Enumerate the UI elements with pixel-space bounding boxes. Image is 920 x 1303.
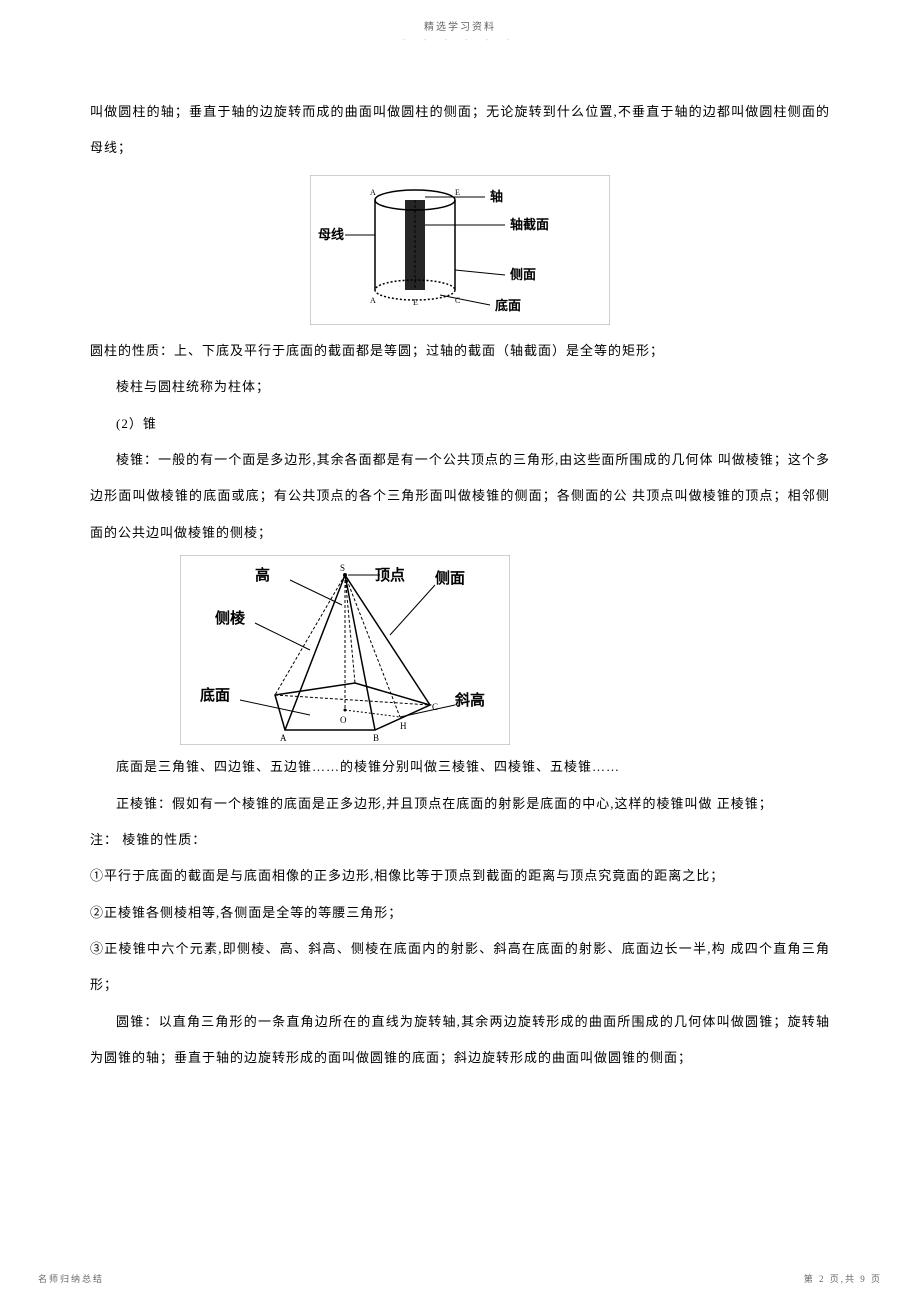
- paragraph-7: 正棱锥：假如有一个棱锥的底面是正多边形,并且顶点在底面的射影是底面的中心,这样的…: [90, 786, 830, 822]
- svg-text:斜高: 斜高: [454, 691, 485, 709]
- svg-text:底面: 底面: [200, 686, 230, 704]
- footer-right: 第 2 页,共 9 页: [804, 1272, 882, 1285]
- paragraph-4: (2）锥: [90, 406, 830, 442]
- header-title: 精选学习资料: [424, 22, 496, 33]
- cone-diagram: 高 顶点 侧面 侧棱 底面 斜高 S A B C O H: [180, 555, 510, 745]
- main-content: 叫做圆柱的轴；垂直于轴的边旋转而成的曲面叫做圆柱的侧面；无论旋转到什么位置,不垂…: [0, 44, 920, 1077]
- paragraph-9: ①平行于底面的截面是与底面相像的正多边形,相像比等于顶点到截面的距离与顶点究竟面…: [90, 858, 830, 894]
- paragraph-5: 棱锥：一般的有一个面是多边形,其余各面都是有一个公共顶点的三角形,由这些面所围成…: [90, 442, 830, 551]
- paragraph-2: 圆柱的性质：上、下底及平行于底面的截面都是等圆；过轴的截面（轴截面）是全等的矩形…: [90, 333, 830, 369]
- svg-text:轴: 轴: [490, 189, 503, 204]
- svg-text:A: A: [370, 296, 376, 305]
- svg-text:O: O: [340, 715, 347, 725]
- svg-text:C: C: [432, 702, 438, 712]
- paragraph-10: ②正棱锥各侧棱相等,各侧面是全等的等腰三角形；: [90, 895, 830, 931]
- paragraph-11: ③正棱锥中六个元素,即侧棱、高、斜高、侧棱在底面内的射影、斜高在底面的射影、底面…: [90, 931, 830, 1004]
- page-header-sub: - - - - - -: [0, 35, 920, 44]
- svg-text:A: A: [370, 188, 376, 197]
- paragraph-1: 叫做圆柱的轴；垂直于轴的边旋转而成的曲面叫做圆柱的侧面；无论旋转到什么位置,不垂…: [90, 94, 830, 167]
- svg-text:S: S: [340, 563, 345, 573]
- svg-text:侧面: 侧面: [435, 569, 465, 587]
- paragraph-6: 底面是三角锥、四边锥、五边锥……的棱锥分别叫做三棱锥、四棱锥、五棱锥……: [90, 749, 830, 785]
- svg-text:侧棱: 侧棱: [215, 609, 246, 627]
- paragraph-8: 注： 棱锥的性质：: [90, 822, 830, 858]
- cylinder-diagram: 轴 母线 轴截面 侧面 底面 A E A C E: [310, 175, 610, 325]
- svg-text:B: B: [373, 733, 379, 743]
- paragraph-12: 圆锥：以直角三角形的一条直角边所在的直线为旋转轴,其余两边旋转形成的曲面所围成的…: [90, 1004, 830, 1077]
- svg-text:侧面: 侧面: [510, 267, 536, 282]
- paragraph-3: 棱柱与圆柱统称为柱体；: [90, 369, 830, 405]
- svg-text:E: E: [455, 188, 460, 197]
- svg-text:顶点: 顶点: [375, 567, 405, 584]
- svg-text:高: 高: [255, 566, 270, 584]
- svg-text:E: E: [413, 298, 418, 307]
- svg-text:轴截面: 轴截面: [510, 217, 549, 232]
- svg-text:母线: 母线: [318, 227, 344, 242]
- page-header: 精选学习资料: [0, 0, 920, 33]
- svg-text:C: C: [455, 296, 460, 305]
- svg-text:A: A: [280, 733, 287, 743]
- svg-text:H: H: [400, 721, 407, 731]
- svg-text:底面: 底面: [495, 298, 521, 313]
- footer-left: 名师归纳总结: [38, 1272, 104, 1285]
